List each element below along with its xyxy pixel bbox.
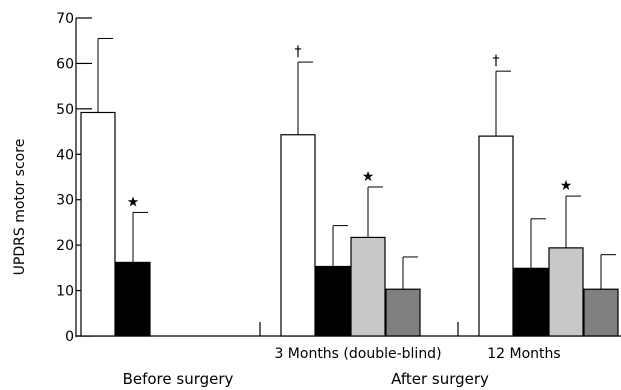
bars: ★ † ★ † ★ [80, 37, 619, 337]
bar [280, 134, 316, 337]
y-axis-title: UPDRS motor score [12, 139, 28, 276]
y-tick-label: 30 [56, 193, 74, 209]
significance-mark: ★ [127, 194, 140, 210]
group-label: 12 Months [487, 346, 560, 362]
y-tick-label: 40 [56, 147, 74, 163]
bar [115, 261, 151, 337]
significance-mark: ★ [362, 169, 375, 185]
bar [315, 265, 351, 337]
section-label: Before surgery [123, 370, 234, 388]
bar [385, 288, 421, 337]
y-tick-label: 0 [65, 329, 74, 345]
y-tick-label: 10 [56, 284, 74, 300]
significance-mark: † [295, 44, 302, 60]
section-label: After surgery [391, 370, 489, 388]
bar [513, 267, 549, 337]
y-tick-label: 60 [56, 56, 74, 72]
bar [80, 111, 116, 337]
bar [350, 236, 386, 337]
y-tick-label: 20 [56, 238, 74, 254]
bar [583, 288, 619, 337]
bar [548, 247, 584, 337]
significance-mark: † [493, 53, 500, 69]
group-label: 3 Months (double-blind) [274, 346, 441, 362]
y-tick-label: 70 [56, 11, 74, 27]
significance-mark: ★ [560, 178, 573, 194]
axes: 0 10 20 30 40 50 60 70 3 Months (double-blind) 12… [56, 11, 621, 388]
y-tick-label: 50 [56, 102, 74, 118]
bar [478, 135, 514, 337]
